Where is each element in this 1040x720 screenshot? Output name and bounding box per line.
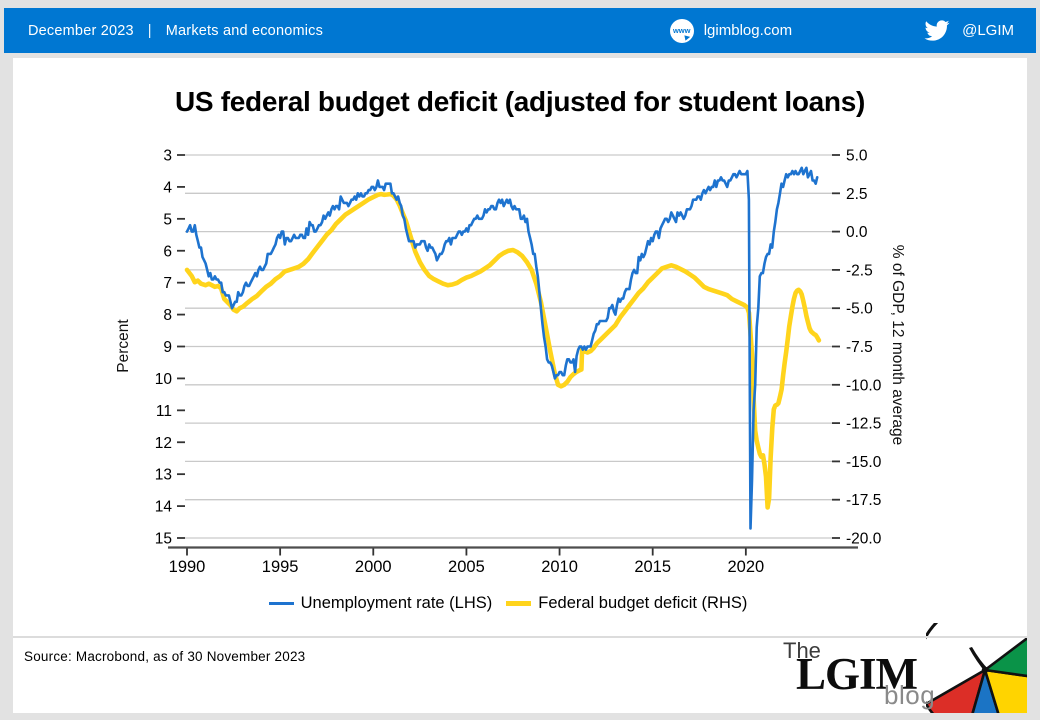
chart-card [13, 58, 1027, 713]
legend-label-unemployment: Unemployment rate (LHS) [300, 594, 493, 612]
legend-item-deficit: Federal budget deficit (RHS) [506, 594, 747, 613]
header-category: Markets and economics [165, 22, 324, 39]
logo-blog: blog [884, 680, 936, 710]
logo-the: The [783, 638, 821, 663]
twitter-icon [924, 20, 950, 41]
right-axis-title: % of GDP, 12 month average [889, 244, 906, 446]
umbrella-spike [969, 647, 989, 673]
header-date: December 2023 [28, 22, 134, 39]
legend-swatch-yellow [506, 600, 532, 607]
site-link[interactable]: lgimblog.com [703, 22, 793, 39]
header-separator: | [147, 22, 152, 39]
header-bar: December 2023 | Markets and economics ww… [4, 8, 1036, 53]
legend-item-unemployment: Unemployment rate (LHS) [268, 594, 493, 613]
source-note: Source: Macrobond, as of 30 November 202… [24, 649, 306, 664]
legend-label-deficit: Federal budget deficit (RHS) [538, 594, 748, 612]
left-axis-title: Percent [115, 319, 132, 373]
chart-legend: Unemployment rate (LHS) Federal budget d… [185, 594, 831, 613]
chart-title: US federal budget deficit (adjusted for … [174, 86, 866, 117]
logo-lgim: LGIM [796, 649, 918, 699]
www-globe-icon: www ► [669, 18, 694, 43]
legend-swatch-blue [268, 601, 294, 606]
twitter-handle[interactable]: @LGIM [962, 22, 1014, 39]
cursor-icon: ► [681, 30, 693, 43]
header-left: December 2023 | Markets and economics [28, 23, 323, 39]
footer-divider [13, 636, 1027, 638]
lgim-umbrella-logo [926, 623, 1027, 713]
header-right: www ► lgimblog.com @LGIM [669, 18, 1014, 43]
